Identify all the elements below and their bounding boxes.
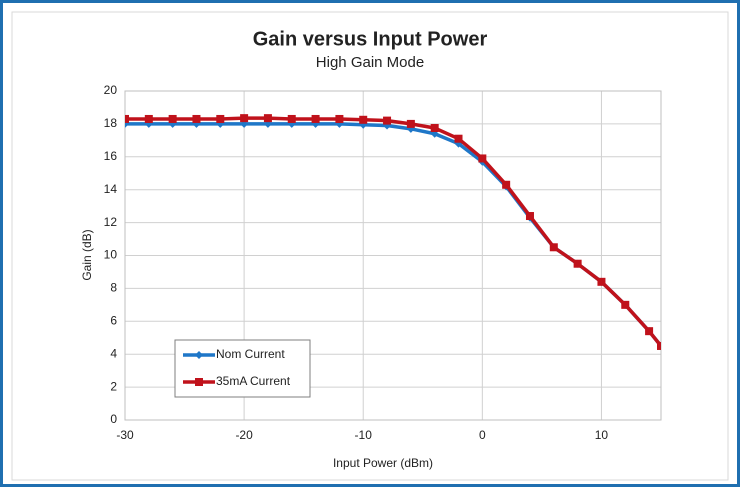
marker — [168, 114, 177, 123]
y-tick-label: 0 — [110, 412, 117, 426]
x-tick-label: 10 — [595, 428, 609, 442]
x-tick-label: 0 — [479, 428, 486, 442]
marker — [573, 259, 582, 268]
y-tick-label: 4 — [110, 346, 117, 360]
marker — [478, 154, 487, 163]
y-tick-label: 20 — [104, 83, 118, 97]
marker — [645, 327, 654, 336]
x-tick-label: -10 — [355, 428, 373, 442]
marker — [216, 114, 225, 123]
plot-border — [124, 90, 662, 421]
marker — [525, 212, 534, 221]
marker — [406, 119, 415, 128]
legend-label: Nom Current — [216, 347, 285, 361]
marker — [311, 114, 320, 123]
marker — [263, 114, 272, 123]
marker — [192, 114, 201, 123]
marker — [406, 124, 415, 133]
marker — [359, 115, 368, 124]
marker — [657, 341, 661, 350]
marker — [597, 277, 606, 286]
y-tick-label: 10 — [104, 248, 118, 262]
marker — [454, 134, 463, 143]
marker — [195, 378, 203, 386]
x-axis-label: Input Power (dBm) — [333, 456, 433, 470]
marker — [287, 114, 296, 123]
y-tick-label: 12 — [104, 215, 118, 229]
chart-subtitle: High Gain Mode — [316, 54, 424, 71]
y-tick-label: 16 — [104, 149, 118, 163]
x-tick-label: -30 — [116, 428, 134, 442]
y-tick-label: 2 — [110, 379, 117, 393]
x-tick-label: -20 — [235, 428, 253, 442]
y-tick-label: 6 — [110, 313, 117, 327]
marker — [383, 116, 392, 125]
marker — [621, 300, 630, 309]
marker — [335, 114, 344, 123]
marker — [502, 180, 511, 189]
legend-box — [174, 339, 311, 398]
y-tick-label: 14 — [104, 182, 118, 196]
chart-border — [11, 11, 729, 481]
marker — [125, 114, 129, 123]
marker — [144, 114, 153, 123]
y-tick-label: 8 — [110, 281, 117, 295]
y-axis-label: Gain (dB) — [80, 229, 94, 280]
y-tick-label: 18 — [104, 116, 118, 130]
legend-label: 35mA Current — [216, 374, 291, 388]
marker — [195, 351, 203, 359]
marker — [549, 243, 558, 252]
marker — [240, 114, 249, 123]
chart-title: Gain versus Input Power — [253, 28, 488, 50]
marker — [430, 124, 439, 133]
